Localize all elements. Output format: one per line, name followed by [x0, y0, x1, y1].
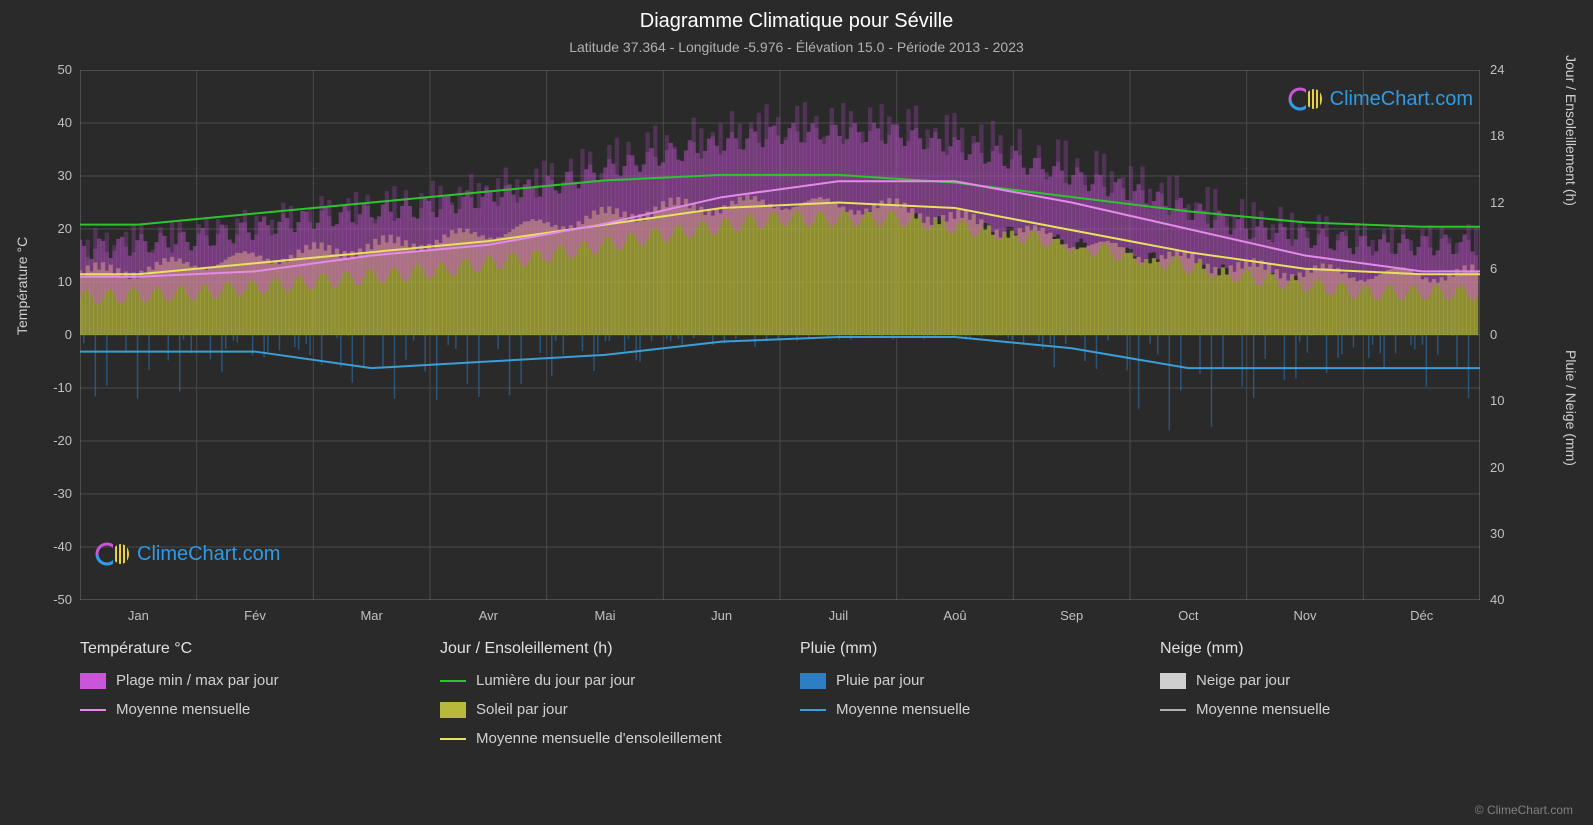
tick-label: 10 [1490, 393, 1504, 408]
watermark-top: ClimeChart.com [1288, 85, 1473, 113]
legend-title: Neige (mm) [1160, 640, 1480, 658]
tick-label: -10 [53, 380, 72, 395]
tick-label: 18 [1490, 128, 1504, 143]
legend-col-temp: Température °C Plage min / max par jour M… [80, 640, 400, 759]
tick-label: 50 [58, 62, 72, 77]
legend-label: Pluie par jour [836, 672, 924, 689]
tick-label: Déc [1410, 608, 1433, 623]
tick-label: Juil [829, 608, 849, 623]
tick-label: 40 [58, 115, 72, 130]
legend-label: Moyenne mensuelle [1196, 701, 1330, 718]
legend-line-icon [440, 738, 466, 740]
watermark-bottom: ClimeChart.com [95, 540, 280, 568]
legend-item: Moyenne mensuelle [800, 701, 1120, 718]
tick-label: 12 [1490, 195, 1504, 210]
tick-label: 0 [65, 327, 72, 342]
legend-item: Moyenne mensuelle [1160, 701, 1480, 718]
tick-label: 20 [58, 221, 72, 236]
tick-label: 40 [1490, 592, 1504, 607]
tick-label: 10 [58, 274, 72, 289]
legend-line-icon [440, 680, 466, 682]
watermark-text: ClimeChart.com [1330, 88, 1473, 111]
tick-label: 0 [1490, 327, 1497, 342]
legend-swatch-icon [440, 702, 466, 718]
legend-line-icon [800, 709, 826, 711]
legend-item: Moyenne mensuelle [80, 701, 400, 718]
chart-title: Diagramme Climatique pour Séville [0, 0, 1593, 33]
tick-label: Jan [128, 608, 149, 623]
tick-label: Avr [479, 608, 498, 623]
y-axis-right-top-label: Jour / Ensoleillement (h) [1563, 55, 1579, 206]
tick-label: -30 [53, 486, 72, 501]
climate-chart: Diagramme Climatique pour Séville Latitu… [0, 0, 1593, 825]
legend-item: Moyenne mensuelle d'ensoleillement [440, 730, 760, 747]
legend-label: Soleil par jour [476, 701, 568, 718]
legend-label: Neige par jour [1196, 672, 1290, 689]
tick-label: 30 [1490, 526, 1504, 541]
legend-col-rain: Pluie (mm) Pluie par jour Moyenne mensuel… [800, 640, 1120, 759]
legend-title: Pluie (mm) [800, 640, 1120, 658]
copyright: © ClimeChart.com [1475, 803, 1573, 817]
legend-title: Jour / Ensoleillement (h) [440, 640, 760, 658]
tick-label: 20 [1490, 460, 1504, 475]
tick-label: Nov [1293, 608, 1316, 623]
legend-swatch-icon [1160, 673, 1186, 689]
tick-label: Jun [711, 608, 732, 623]
tick-label: -20 [53, 433, 72, 448]
tick-label: -50 [53, 592, 72, 607]
legend-swatch-icon [800, 673, 826, 689]
plot-svg [80, 70, 1480, 600]
watermark-text: ClimeChart.com [137, 543, 280, 566]
legend: Température °C Plage min / max par jour M… [80, 640, 1480, 759]
legend-item: Lumière du jour par jour [440, 672, 760, 689]
legend-line-icon [80, 709, 106, 711]
legend-label: Moyenne mensuelle d'ensoleillement [476, 730, 722, 747]
y-axis-left-label: Température °C [14, 237, 30, 335]
legend-item: Pluie par jour [800, 672, 1120, 689]
logo-icon [1288, 85, 1324, 113]
plot-area [80, 70, 1480, 600]
legend-label: Plage min / max par jour [116, 672, 279, 689]
chart-subtitle: Latitude 37.364 - Longitude -5.976 - Élé… [0, 33, 1593, 55]
tick-label: 24 [1490, 62, 1504, 77]
tick-label: 30 [58, 168, 72, 183]
legend-swatch-icon [80, 673, 106, 689]
legend-label: Moyenne mensuelle [116, 701, 250, 718]
tick-label: Oct [1178, 608, 1198, 623]
legend-label: Moyenne mensuelle [836, 701, 970, 718]
legend-col-snow: Neige (mm) Neige par jour Moyenne mensuel… [1160, 640, 1480, 759]
tick-label: Aoû [943, 608, 966, 623]
tick-label: 6 [1490, 261, 1497, 276]
legend-item: Plage min / max par jour [80, 672, 400, 689]
tick-label: Mar [360, 608, 382, 623]
tick-label: Sep [1060, 608, 1083, 623]
legend-item: Soleil par jour [440, 701, 760, 718]
legend-title: Température °C [80, 640, 400, 658]
legend-line-icon [1160, 709, 1186, 711]
tick-label: Fév [244, 608, 266, 623]
legend-item: Neige par jour [1160, 672, 1480, 689]
legend-label: Lumière du jour par jour [476, 672, 635, 689]
logo-icon [95, 540, 131, 568]
tick-label: -40 [53, 539, 72, 554]
tick-label: Mai [595, 608, 616, 623]
legend-col-daylight: Jour / Ensoleillement (h) Lumière du jou… [440, 640, 760, 759]
y-axis-right-bottom-label: Pluie / Neige (mm) [1563, 350, 1579, 466]
